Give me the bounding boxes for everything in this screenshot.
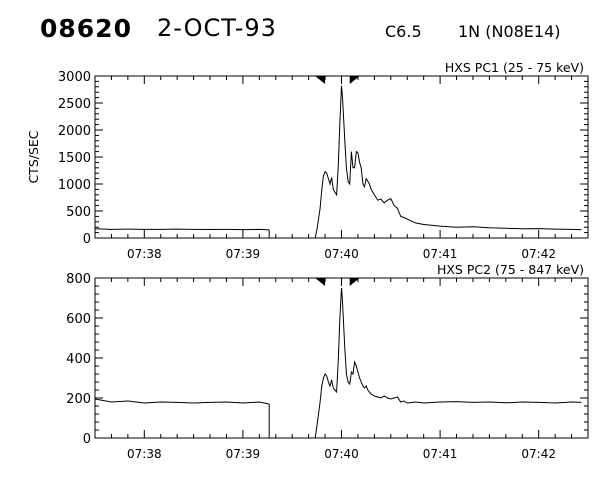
panel-top-title: HXS PC1 (25 - 75 keV): [445, 60, 584, 75]
panel-bottom-xtick-label: 07:40: [324, 447, 359, 461]
panel-bottom-ytick-label: 400: [66, 352, 91, 367]
panel-bottom-ytick-label: 800: [66, 272, 91, 287]
panel-top-series-segment-2: [314, 85, 582, 239]
panel-bottom-ytick-label: 600: [66, 312, 91, 327]
panel-top-marker-end: [349, 76, 360, 84]
panel-top-xtick-label: 07:41: [423, 247, 458, 261]
panel-bottom-xtick-label: 07:41: [423, 447, 458, 461]
panel-top-ytick-label: 0: [83, 232, 91, 247]
panel-bottom-xtick-label: 07:42: [521, 447, 556, 461]
panel-top-xtick-label: 07:40: [324, 247, 359, 261]
panel-top-ytick-label: 2000: [58, 124, 91, 139]
flare-location: 1N (N08E14): [458, 22, 561, 41]
panel-bottom-frame: [94, 277, 589, 439]
panel-bottom-ytick-label: 200: [66, 392, 91, 407]
panel-top-xtick-label: 07:38: [127, 247, 162, 261]
panel-top-ytick-label: 2500: [58, 97, 91, 112]
panel-top-ytick-label: 3000: [58, 70, 91, 85]
panel-top-ytick-label: 500: [66, 205, 91, 220]
panel-bottom-series-segment-1: [94, 398, 270, 405]
panel-bottom-marker-end: [349, 278, 360, 286]
event-id: 08620: [40, 14, 132, 43]
panel-bottom-marker-start: [315, 278, 326, 286]
panel-top-xtick-label: 07:42: [521, 247, 556, 261]
panel-top-series-segment-1: [94, 228, 270, 231]
panel-top-ytick-label: 1500: [58, 151, 91, 166]
panel-top-ylabel: CTS/SEC: [26, 130, 41, 183]
panel-bottom-xtick-label: 07:39: [226, 447, 261, 461]
panel-bottom-ytick-label: 0: [83, 432, 91, 447]
panel-top-marker-start: [315, 76, 326, 84]
panel-bottom-title: HXS PC2 (75 - 847 keV): [437, 262, 584, 277]
event-date: 2-OCT-93: [157, 14, 277, 42]
panel-bottom-series-segment-2: [314, 287, 582, 439]
panel-bottom-xtick-label: 07:38: [127, 447, 162, 461]
panel-top-frame: [94, 75, 589, 239]
flare-class: C6.5: [385, 22, 422, 41]
panel-top-ytick-label: 1000: [58, 178, 91, 193]
panel-top-xtick-label: 07:39: [226, 247, 261, 261]
